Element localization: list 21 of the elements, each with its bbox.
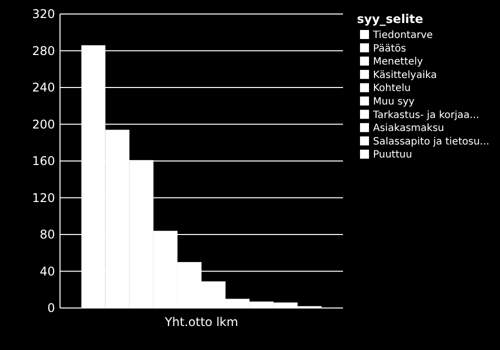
legend-title: syy_selite [357,12,424,26]
y-tick-label: 280 [32,44,55,58]
y-tick-label: 160 [32,154,55,168]
y-tick-label: 200 [32,117,55,132]
legend-label: Päätös [373,43,406,54]
legend-label: Salassapito ja tietosu... [373,136,490,148]
legend-label: Kohtelu [373,83,411,94]
y-tick-label: 40 [40,264,55,278]
y-tick-label: 320 [32,7,55,22]
y-tick-label: 80 [40,228,55,242]
y-tick-label: 240 [32,80,55,95]
legend-label: Asiakasmaksu [373,123,444,134]
legend-label: Menettely [373,56,424,68]
y-tick-label: 0 [47,301,55,316]
legend-label: Puuttuu [373,150,412,161]
legend-label: Tarkastus- ja korjaa... [372,110,480,121]
x-tick-label: Yht.otto lkm [164,315,238,329]
legend-label: Muu syy [373,96,415,108]
legend-label: Tiedontarve [372,30,433,41]
y-tick-label: 120 [32,190,55,205]
legend-label: Käsittelyaika [373,70,437,81]
